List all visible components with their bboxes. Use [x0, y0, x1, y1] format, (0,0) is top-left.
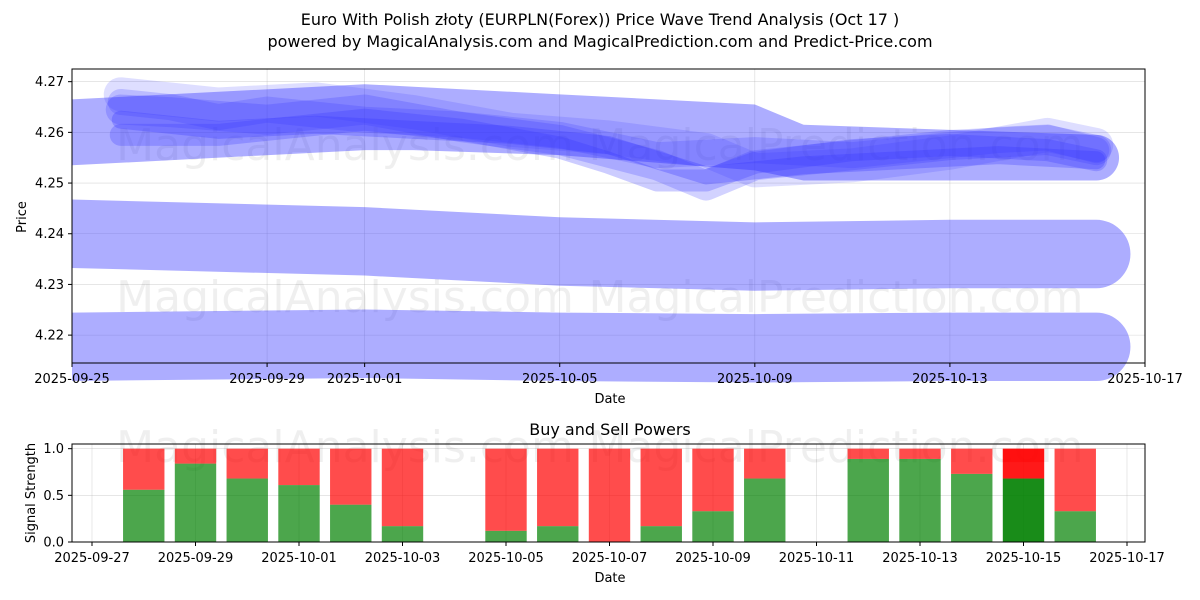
- chart-subtitle: powered by MagicalAnalysis.com and Magic…: [267, 32, 932, 51]
- buy-bar-2025-10-16: [1054, 511, 1096, 542]
- sell-bar-2025-10-13: [899, 448, 941, 459]
- bot-xtick-label-6: 2025-10-09: [675, 551, 751, 566]
- top-xtick-label-5: 2025-10-13: [912, 372, 988, 387]
- buy-bar-2025-10-12: [847, 458, 889, 542]
- sell-bar-2025-10-10: [744, 448, 786, 479]
- wave-1: [105, 94, 1112, 201]
- sell-bar-2025-10-09: [692, 448, 734, 512]
- watermark-prediction: MagicalPrediction.com: [589, 120, 1084, 171]
- top-ytick-label-3: 4.25: [35, 177, 64, 192]
- bottom-xlabel: Date: [594, 571, 625, 586]
- wave-4: [111, 110, 1106, 185]
- sell-bar-2025-10-08: [640, 448, 682, 527]
- sell-bar-2025-10-12: [847, 448, 889, 459]
- bot-xtick-label-0: 2025-09-27: [54, 551, 130, 566]
- buy-bar-2025-10-02: [330, 504, 372, 542]
- sell-bar-2025-10-07: [588, 448, 631, 542]
- watermark-prediction-2: MagicalPrediction.com: [589, 272, 1084, 323]
- top-xtick-label-3: 2025-10-05: [522, 372, 598, 387]
- sell-bar-2025-09-29: [174, 448, 217, 464]
- buy-bar-2025-10-06: [537, 526, 579, 542]
- bot-xtick-label-9: 2025-10-15: [986, 551, 1062, 566]
- sell-bar-2025-10-06: [537, 448, 579, 527]
- bot-xtick-label-4: 2025-10-05: [468, 551, 544, 566]
- sell-bar-2025-10-16: [1054, 448, 1096, 512]
- buy-bar-2025-10-03: [381, 526, 424, 542]
- sell-bar-2025-10-03: [381, 448, 424, 527]
- price-bands: [72, 84, 1131, 383]
- bot-xtick-label-7: 2025-10-11: [779, 551, 855, 566]
- wave-2: [109, 108, 1108, 192]
- top-ylabel: Price: [15, 201, 30, 233]
- bot-xtick-label-3: 2025-10-03: [365, 551, 441, 566]
- buy-bar-2025-10-15: [1002, 478, 1045, 542]
- sell-bar-2025-10-05: [485, 448, 527, 531]
- bot-xtick-label-8: 2025-10-13: [882, 551, 958, 566]
- watermark-analysis: MagicalAnalysis.com: [116, 120, 574, 171]
- buy-bar-2025-10-09: [692, 511, 734, 542]
- band-upper: [72, 84, 1120, 181]
- band-lower: [72, 309, 1131, 383]
- sell-bar-2025-10-01: [278, 448, 320, 486]
- bot-ytick-label-1: 0.5: [43, 489, 64, 504]
- top-ytick-label-0: 4.22: [35, 329, 64, 344]
- bottom-chart: Buy and Sell Powers MagicalAnalysis.com …: [24, 420, 1165, 586]
- bot-ytick-label-2: 1.0: [43, 442, 64, 457]
- top-xtick-label-4: 2025-10-09: [717, 372, 793, 387]
- price-waves: [103, 77, 1114, 201]
- top-xtick-label-1: 2025-09-29: [229, 372, 305, 387]
- buy-bar-2025-10-13: [899, 458, 941, 542]
- bot-ytick-label-0: 0.0: [43, 536, 64, 551]
- top-ytick-label-2: 4.24: [35, 227, 64, 242]
- bottom-title: Buy and Sell Powers: [529, 420, 691, 439]
- top-watermarks: MagicalAnalysis.com MagicalPrediction.co…: [116, 120, 1083, 323]
- top-xtick-label-6: 2025-10-17: [1107, 372, 1183, 387]
- sell-bar-2025-09-30: [226, 448, 268, 479]
- top-ticks: 2025-09-25 2025-09-29 2025-10-01 2025-10-05…: [34, 75, 1183, 387]
- sell-bar-highlight-2025-10-15: [1002, 448, 1045, 463]
- sell-bar-2025-10-14: [951, 448, 993, 474]
- top-gridlines: [71, 69, 1146, 363]
- wave-5: [103, 77, 1114, 188]
- top-ytick-label-1: 4.23: [35, 278, 64, 293]
- bottom-axes-frame: [71, 443, 1146, 543]
- top-xtick-label-2: 2025-10-01: [327, 372, 403, 387]
- buy-bar-2025-10-01: [278, 485, 320, 542]
- buy-bar-2025-09-29: [174, 463, 217, 542]
- buy-bar-2025-10-05: [485, 530, 527, 542]
- top-ytick-label-5: 4.27: [35, 75, 64, 90]
- bottom-ylabel: Signal Strength: [24, 443, 39, 543]
- buy-bar-2025-10-10: [744, 478, 786, 542]
- top-chart: MagicalAnalysis.com MagicalPrediction.co…: [15, 68, 1183, 407]
- wave-3: [107, 88, 1110, 169]
- bot-xtick-label-2: 2025-10-01: [261, 551, 337, 566]
- watermark-analysis-2: MagicalAnalysis.com: [116, 272, 574, 323]
- chart-title: Euro With Polish złoty (EURPLN(Forex)) P…: [301, 10, 900, 29]
- buy-bar-2025-10-08: [640, 526, 682, 542]
- buy-bar-2025-10-14: [951, 473, 993, 542]
- sell-bar-2025-09-28: [123, 448, 165, 490]
- top-axes-frame: [71, 68, 1146, 364]
- top-ytick-label-4: 4.26: [35, 126, 64, 141]
- signal-bars: [123, 448, 1096, 542]
- bot-xtick-label-5: 2025-10-07: [572, 551, 648, 566]
- top-xtick-label-0: 2025-09-25: [34, 372, 110, 387]
- sell-bar-2025-10-15: [1002, 448, 1045, 479]
- bot-xtick-label-10: 2025-10-17: [1089, 551, 1165, 566]
- bot-xtick-label-1: 2025-09-29: [158, 551, 234, 566]
- sell-bar-2025-10-02: [330, 448, 372, 505]
- buy-bar-2025-09-28: [123, 489, 165, 542]
- band-middle: [72, 199, 1131, 291]
- buy-bar-2025-09-30: [226, 478, 268, 542]
- top-xlabel: Date: [594, 392, 625, 407]
- bottom-ticks: 2025-09-27 2025-09-29 2025-10-01 2025-10-03…: [43, 442, 1164, 566]
